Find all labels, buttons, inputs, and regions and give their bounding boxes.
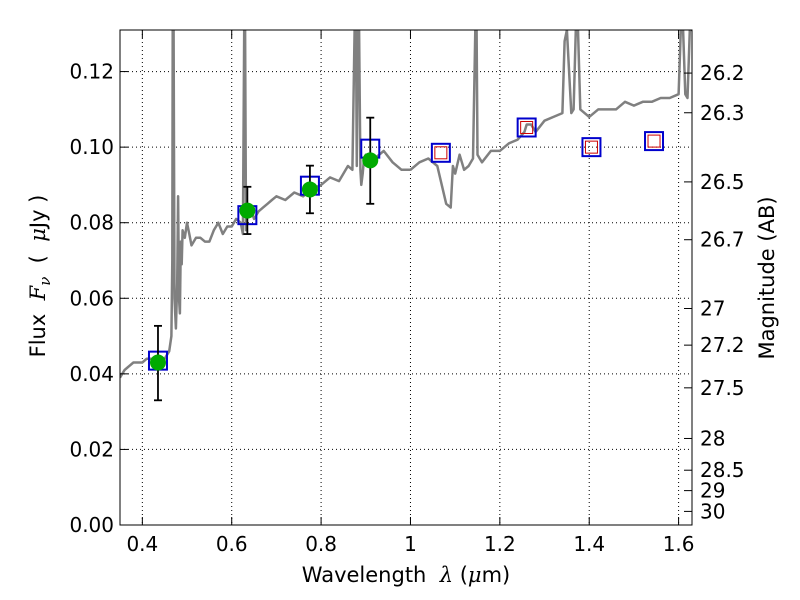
y2-tick-label: 27.2 <box>700 333 745 357</box>
y-tick-label: 0.02 <box>69 437 114 461</box>
x-tick-label: 0.4 <box>126 532 158 556</box>
plot-frame <box>119 29 693 526</box>
y2-tick-label: 27.5 <box>700 376 745 400</box>
y2-tick-label: 28 <box>700 426 725 450</box>
y-tick-label: 0.00 <box>69 513 114 537</box>
tick-labels: 0.4 0.6 0.8 1 1.2 1.4 1.6 0.00 0.02 0.04 0.06 0.08 0… <box>69 60 744 556</box>
x-tick-label: 1 <box>404 532 417 556</box>
y2-tick-label: 26.7 <box>700 228 745 252</box>
y-tick-label: 0.08 <box>69 211 114 235</box>
y2-tick-label: 26.2 <box>700 61 745 85</box>
y-tick-label: 0.12 <box>69 60 114 84</box>
spectrum-series <box>120 30 692 379</box>
observed-point <box>149 354 166 371</box>
observed-point <box>362 152 379 169</box>
y2-tick-label: 30 <box>700 499 725 523</box>
x-tick-label: 1.2 <box>484 532 516 556</box>
y2-tick-label: 26.3 <box>700 101 745 125</box>
model-band-square <box>644 131 665 152</box>
y-tick-label: 0.10 <box>69 135 114 159</box>
y-axis-label: Flux Fν ( μJy ) <box>26 195 54 358</box>
y2-axis-label: Magnitude (AB) <box>755 196 779 359</box>
x-tick-label: 1.6 <box>663 532 695 556</box>
model-band-inner-square <box>584 140 598 154</box>
x-axis-label: Wavelength λ (μm) <box>302 563 510 587</box>
model-band-square <box>581 137 602 158</box>
y2-tick-label: 27 <box>700 296 725 320</box>
model-band-inner-square <box>647 134 661 148</box>
x-tick-label: 0.8 <box>305 532 337 556</box>
observed-point <box>301 181 318 198</box>
model-band-square <box>516 117 537 138</box>
y2-tick-label: 28.5 <box>700 458 745 482</box>
observed-photometry-markers <box>149 116 379 402</box>
x-tick-label: 0.6 <box>216 532 248 556</box>
axis-ticks <box>120 30 692 526</box>
spectrum-line <box>120 30 692 379</box>
y2-tick-label: 29 <box>700 479 725 503</box>
y-tick-label: 0.04 <box>69 362 114 386</box>
x-tick-label: 1.4 <box>573 532 605 556</box>
model-band-square <box>430 142 451 163</box>
observed-point <box>239 202 256 219</box>
y2-tick-label: 26.5 <box>700 170 745 194</box>
y-tick-label: 0.06 <box>69 286 114 310</box>
model-band-inner-square <box>434 146 448 160</box>
model-band-inner-square <box>520 120 534 134</box>
